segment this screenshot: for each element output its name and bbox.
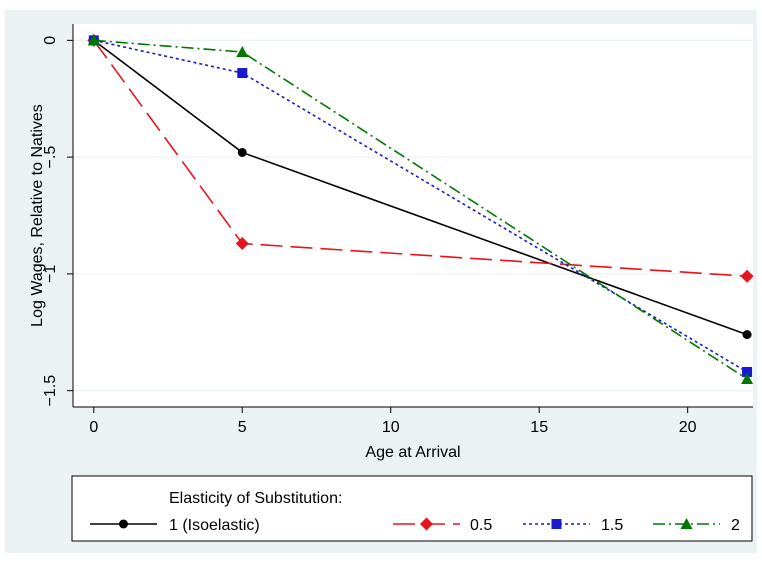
x-tick-label: 0 — [89, 419, 98, 436]
legend-label: 2 — [731, 517, 740, 534]
diamond-marker — [420, 517, 433, 531]
legend-label: 0.5 — [470, 517, 492, 534]
square-marker — [551, 519, 562, 529]
legend-entry: 1 (Isoelastic) — [90, 517, 260, 534]
plot-area — [73, 24, 753, 407]
legend-label: 1.5 — [601, 517, 623, 534]
x-tick-label: 20 — [679, 419, 697, 436]
square-marker — [742, 366, 753, 377]
series-layer — [87, 33, 754, 384]
series-3 — [87, 34, 754, 384]
legend-label: 1 (Isoelastic) — [169, 517, 260, 534]
legend-box — [71, 475, 753, 542]
y-tick-label: −.5 — [42, 146, 59, 169]
x-tick-label: 15 — [530, 419, 548, 436]
triangle-marker — [680, 518, 693, 529]
legend-entry: 0.5 — [393, 517, 492, 534]
circle-marker — [237, 147, 247, 157]
triangle-marker — [236, 46, 249, 58]
y-tick-label: −1 — [42, 265, 59, 283]
legend-entry: 2 — [653, 517, 740, 534]
triangle-marker — [87, 34, 100, 46]
legend: Elasticity of Substitution: 1 (Isoelasti… — [71, 475, 753, 542]
legend-title: Elasticity of Substitution: — [169, 490, 342, 507]
y-axis-label: Log Wages, Relative to Natives — [29, 104, 46, 327]
triangle-marker — [741, 372, 754, 384]
circle-marker — [119, 519, 128, 529]
square-marker — [237, 68, 248, 79]
y-tick-label: 0 — [42, 36, 59, 45]
x-axis-label: Age at Arrival — [365, 444, 460, 461]
gridlines — [73, 39, 753, 392]
y-tick-label: −1.5 — [42, 375, 59, 407]
axis-labels: Age at Arrival Log Wages, Relative to Na… — [29, 104, 461, 461]
x-tick-label: 5 — [238, 419, 247, 436]
diamond-marker — [740, 269, 754, 283]
x-tick-label: 10 — [382, 419, 400, 436]
circle-marker — [742, 330, 752, 340]
axes: 0 5 10 15 20 0 −.5 −1 −1.5 — [42, 24, 753, 436]
legend-entry: 1.5 — [523, 517, 623, 534]
diamond-marker — [235, 237, 249, 251]
